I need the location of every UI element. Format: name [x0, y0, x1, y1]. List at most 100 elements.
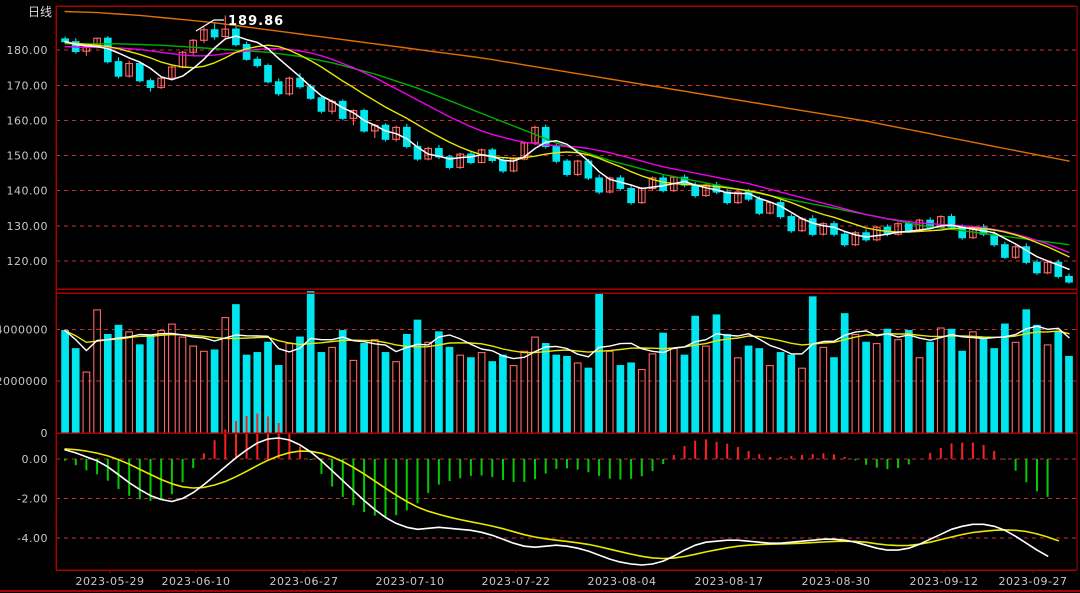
- volume-bar: [499, 354, 507, 434]
- candle-body: [947, 216, 956, 228]
- candle: [114, 57, 123, 79]
- volume-bar: [1065, 355, 1073, 434]
- candle: [402, 123, 411, 149]
- candle: [445, 154, 454, 170]
- volume-bar: [114, 324, 123, 434]
- volume-bar: [776, 352, 785, 434]
- candle: [1001, 241, 1009, 260]
- candle-body: [1022, 246, 1031, 263]
- candle-body: [605, 177, 614, 193]
- candle: [573, 159, 582, 176]
- chart-frame: [0, 5, 1080, 592]
- candle: [285, 76, 294, 96]
- volume-bar: [723, 333, 732, 434]
- candle-body: [894, 223, 902, 235]
- candle: [381, 123, 390, 142]
- candle-body: [830, 223, 838, 235]
- volume-bar: [830, 357, 838, 434]
- candle: [296, 73, 304, 89]
- candle: [253, 56, 262, 68]
- volume-bar: [787, 354, 796, 434]
- volume-bar: [616, 365, 625, 434]
- volume-bar: [840, 313, 849, 434]
- volume-bar: [381, 352, 390, 434]
- candle: [221, 15, 230, 38]
- candle-body: [755, 198, 764, 214]
- volume-bar: [584, 367, 593, 434]
- candle: [947, 213, 956, 230]
- candle: [851, 231, 860, 247]
- candle-body: [157, 77, 166, 88]
- candle-body: [573, 160, 582, 175]
- candle-body: [168, 66, 176, 79]
- candle: [659, 175, 667, 193]
- candle-body: [936, 216, 945, 228]
- volume-bar: [402, 333, 411, 434]
- ma120-line: [64, 10, 1070, 162]
- volume-bar: [467, 357, 475, 434]
- candle-body: [499, 159, 507, 172]
- candle-body: [456, 153, 465, 168]
- volume-bar: [808, 296, 817, 434]
- candle: [627, 185, 635, 205]
- volume-bar: [103, 333, 112, 434]
- candle: [456, 152, 465, 169]
- candle-body: [285, 77, 294, 95]
- volume-ma5-line: [64, 325, 1070, 360]
- candle: [1043, 260, 1052, 275]
- candle-body: [445, 156, 454, 168]
- candle-body: [1043, 261, 1052, 274]
- candle-body: [691, 184, 700, 197]
- candle-body: [1065, 275, 1073, 283]
- candle-body: [135, 62, 144, 82]
- candle-body: [1001, 244, 1009, 258]
- candle-body: [552, 145, 561, 162]
- volume-bar: [274, 365, 283, 434]
- candle-body: [467, 153, 475, 164]
- candle: [787, 213, 796, 233]
- candle-body: [776, 202, 785, 218]
- macd-histogram: [64, 413, 1049, 518]
- candle: [338, 99, 347, 121]
- candle: [1033, 259, 1041, 275]
- ma5-line: [64, 35, 1070, 271]
- volume-bar: [135, 344, 144, 434]
- candle-body: [872, 226, 881, 241]
- volume-bar: [979, 336, 988, 434]
- candle-body: [648, 177, 657, 190]
- candle-body: [851, 232, 860, 246]
- volume-bar: [755, 348, 764, 434]
- candle: [135, 61, 144, 83]
- candle-body: [210, 29, 219, 38]
- volume-bar: [445, 346, 454, 434]
- volume-series: [61, 291, 1073, 434]
- candle-body: [125, 62, 133, 77]
- candle: [819, 222, 828, 236]
- volume-bar: [595, 293, 603, 434]
- candle: [894, 222, 902, 236]
- volume-bar: [71, 348, 80, 434]
- candle: [776, 199, 785, 219]
- volume-ma-lines: [64, 325, 1070, 360]
- candle: [146, 78, 155, 92]
- candle-body: [563, 160, 571, 175]
- candle: [168, 65, 176, 81]
- macd-dea-line: [64, 448, 1060, 560]
- volume-bar: [691, 315, 700, 434]
- candle: [157, 76, 166, 90]
- candle-body: [1054, 261, 1063, 277]
- candle-body: [338, 100, 347, 119]
- candle-body: [317, 97, 326, 112]
- candle: [563, 159, 571, 177]
- candle-body: [734, 191, 742, 204]
- candle: [1065, 273, 1073, 284]
- candle-body: [1033, 261, 1041, 274]
- candle-body: [189, 39, 198, 53]
- candle-body: [424, 147, 433, 160]
- candle-body: [659, 177, 667, 192]
- volume-bar: [541, 343, 550, 434]
- candle: [584, 159, 593, 181]
- candle: [125, 60, 133, 78]
